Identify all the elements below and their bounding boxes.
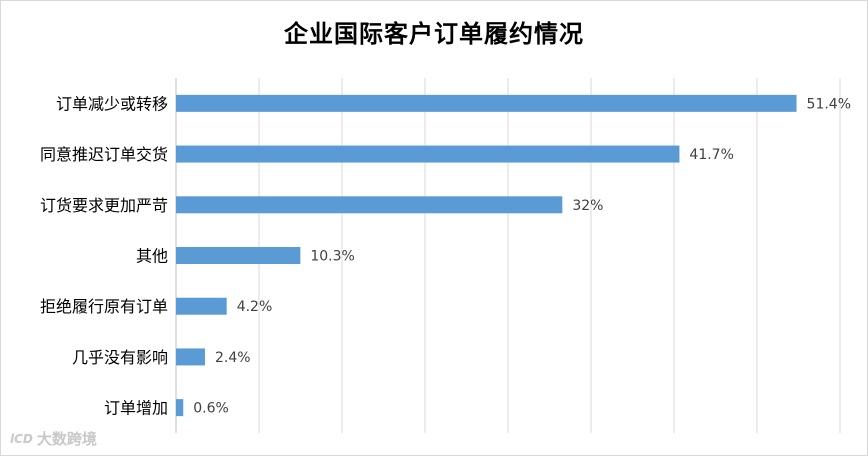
watermark-text: 大数跨境	[36, 430, 97, 448]
category-label: 同意推迟订单交货	[40, 145, 168, 164]
category-label: 订货要求更加严苛	[40, 196, 168, 215]
category-label: 订单增加	[104, 399, 168, 418]
category-label: 订单减少或转移	[56, 94, 168, 113]
bar	[176, 196, 563, 214]
bar	[176, 399, 184, 417]
category-label: 拒绝履行原有订单	[40, 297, 168, 316]
data-label: 41.7%	[689, 147, 733, 163]
bar	[176, 348, 205, 366]
data-label: 10.3%	[310, 249, 354, 265]
chart-title: 企业国际客户订单履约情况	[284, 20, 584, 48]
bar	[176, 247, 301, 264]
data-label: 32%	[572, 198, 603, 214]
bar	[176, 145, 680, 163]
bar	[176, 94, 797, 112]
data-label: 51.4%	[807, 96, 851, 112]
category-label: 其他	[136, 247, 168, 266]
watermark-logo-icon: lCD	[10, 431, 33, 446]
data-label: 0.6%	[193, 401, 229, 417]
data-label: 4.2%	[237, 299, 273, 315]
watermark: lCD 大数跨境	[10, 428, 97, 449]
category-label: 几乎没有影响	[72, 348, 168, 367]
bar	[176, 297, 227, 315]
data-label: 2.4%	[215, 350, 251, 366]
